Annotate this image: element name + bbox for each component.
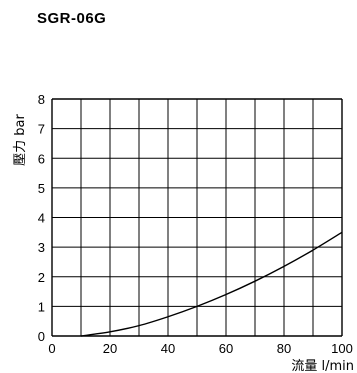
y-tick-label: 3: [38, 240, 45, 255]
x-tick-label: 0: [48, 341, 55, 356]
x-tick-labels: 0 20 40 60 80 100: [48, 341, 352, 356]
pressure-flow-curve: [80, 231, 343, 337]
y-tick-label: 7: [38, 122, 45, 137]
y-tick-label: 0: [38, 329, 45, 344]
y-tick-label: 4: [38, 211, 45, 226]
y-tick-label: 5: [38, 181, 45, 196]
chart-grid: [51, 98, 343, 337]
x-tick-label: 80: [277, 341, 291, 356]
x-tick-label: 60: [219, 341, 233, 356]
x-tick-label: 100: [331, 341, 353, 356]
y-axis-label: 壓力 bar: [13, 114, 28, 166]
y-tick-label: 6: [38, 151, 45, 166]
x-axis-label: 流量 l/min: [291, 359, 354, 373]
chart-title: SGR-06G: [37, 10, 107, 27]
x-tick-label: 20: [103, 341, 117, 356]
chart-series: [80, 231, 343, 337]
y-tick-labels: 0 1 2 3 4 5 6 7 8: [38, 92, 45, 344]
x-tick-label: 40: [161, 341, 175, 356]
y-tick-label: 1: [38, 299, 45, 314]
y-tick-label: 8: [38, 92, 45, 107]
y-tick-label: 2: [38, 270, 45, 285]
